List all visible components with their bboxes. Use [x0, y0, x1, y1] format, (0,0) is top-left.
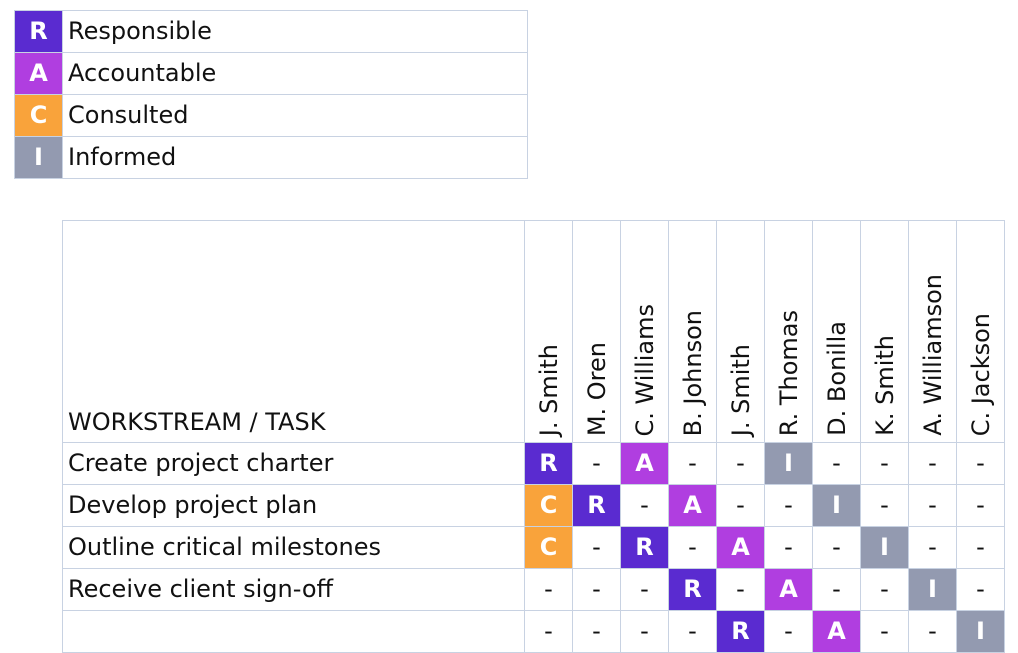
raci-cell-a: A [668, 484, 717, 527]
raci-cell-empty: - [860, 484, 909, 527]
person-name: C. Jackson [966, 312, 995, 436]
task-name: Create project charter [62, 442, 525, 485]
person-name: A. Williamson [918, 274, 947, 436]
person-header: J. Smith [716, 220, 765, 443]
raci-cell-empty: - [956, 526, 1005, 569]
raci-cell-c: C [524, 484, 573, 527]
person-name: K. Smith [870, 335, 899, 436]
legend-row-responsible: R Responsible [14, 10, 528, 53]
raci-cell-empty: - [716, 442, 765, 485]
raci-cell-empty: - [572, 568, 621, 611]
raci-cell-a: A [812, 610, 861, 653]
raci-cell-i: I [812, 484, 861, 527]
person-name: D. Bonilla [822, 321, 851, 436]
raci-cell-r: R [572, 484, 621, 527]
person-header: C. Williams [620, 220, 669, 443]
raci-cell-empty: - [956, 484, 1005, 527]
person-header: J. Smith [524, 220, 573, 443]
raci-cell-c: C [524, 526, 573, 569]
raci-cell-empty: - [860, 568, 909, 611]
person-header: B. Johnson [668, 220, 717, 443]
raci-cell-r: R [716, 610, 765, 653]
raci-cell-empty: - [812, 442, 861, 485]
raci-cell-r: R [668, 568, 717, 611]
person-header: K. Smith [860, 220, 909, 443]
task-row: ----R-A--I [62, 610, 1005, 653]
raci-cell-empty: - [620, 568, 669, 611]
person-name: C. Williams [630, 303, 659, 436]
raci-cell-empty: - [908, 610, 957, 653]
task-row: Outline critical milestones C - R - A - - I - - [62, 526, 1005, 569]
task-name: Receive client sign-off [62, 568, 525, 611]
legend-label-consulted: Consulted [62, 94, 528, 137]
raci-cell-empty: - [812, 568, 861, 611]
raci-cell-empty: - [524, 610, 573, 653]
person-header: D. Bonilla [812, 220, 861, 443]
workstream-task-header: WORKSTREAM / TASK [62, 220, 525, 443]
person-header: R. Thomas [764, 220, 813, 443]
legend-row-consulted: C Consulted [14, 94, 528, 137]
raci-cell-i: I [764, 442, 813, 485]
raci-cell-empty: - [668, 442, 717, 485]
raci-cell-empty: - [716, 568, 765, 611]
legend-row-accountable: A Accountable [14, 52, 528, 95]
raci-cell-empty: - [716, 484, 765, 527]
header-row: WORKSTREAM / TASK J. Smith M. Oren C. Will… [62, 220, 1005, 443]
legend-row-informed: I Informed [14, 136, 528, 179]
raci-matrix: WORKSTREAM / TASK J. Smith M. Oren C. Will… [62, 220, 1005, 653]
task-name [62, 610, 525, 653]
raci-cell-empty: - [956, 568, 1005, 611]
raci-cell-empty: - [572, 526, 621, 569]
legend-swatch-r: R [14, 10, 63, 53]
raci-cell-a: A [716, 526, 765, 569]
person-header: M. Oren [572, 220, 621, 443]
person-name: B. Johnson [678, 309, 707, 436]
person-header: A. Williamson [908, 220, 957, 443]
raci-cell-empty: - [956, 442, 1005, 485]
raci-cell-r: R [620, 526, 669, 569]
raci-cell-empty: - [860, 610, 909, 653]
task-name: Outline critical milestones [62, 526, 525, 569]
person-name: R. Thomas [774, 309, 803, 436]
raci-cell-i: I [860, 526, 909, 569]
raci-cell-empty: - [764, 610, 813, 653]
legend-label-informed: Informed [62, 136, 528, 179]
raci-cell-r: R [524, 442, 573, 485]
person-name: J. Smith [726, 343, 755, 436]
raci-cell-empty: - [668, 610, 717, 653]
raci-cell-empty: - [620, 484, 669, 527]
person-header: C. Jackson [956, 220, 1005, 443]
raci-cell-empty: - [764, 526, 813, 569]
raci-cell-empty: - [764, 484, 813, 527]
raci-cell-empty: - [620, 610, 669, 653]
raci-cell-empty: - [908, 484, 957, 527]
legend-label-responsible: Responsible [62, 10, 528, 53]
raci-cell-empty: - [668, 526, 717, 569]
raci-legend: R Responsible A Accountable C Consulted I Infor… [14, 10, 528, 179]
raci-cell-empty: - [908, 526, 957, 569]
raci-cell-a: A [764, 568, 813, 611]
raci-cell-empty: - [524, 568, 573, 611]
task-name: Develop project plan [62, 484, 525, 527]
raci-cell-empty: - [860, 442, 909, 485]
legend-swatch-i: I [14, 136, 63, 179]
raci-cell-i: I [956, 610, 1005, 653]
person-name: M. Oren [582, 341, 611, 436]
raci-cell-empty: - [908, 442, 957, 485]
raci-cell-a: A [620, 442, 669, 485]
task-row: Develop project plan C R - A - - I - - - [62, 484, 1005, 527]
legend-swatch-c: C [14, 94, 63, 137]
raci-cell-empty: - [812, 526, 861, 569]
task-row: Create project charter R - A - - I - - - - [62, 442, 1005, 485]
task-row: Receive client sign-off - - - R - A - - I - [62, 568, 1005, 611]
legend-label-accountable: Accountable [62, 52, 528, 95]
person-name: J. Smith [534, 343, 563, 436]
raci-cell-empty: - [572, 442, 621, 485]
raci-cell-empty: - [572, 610, 621, 653]
legend-swatch-a: A [14, 52, 63, 95]
raci-cell-i: I [908, 568, 957, 611]
